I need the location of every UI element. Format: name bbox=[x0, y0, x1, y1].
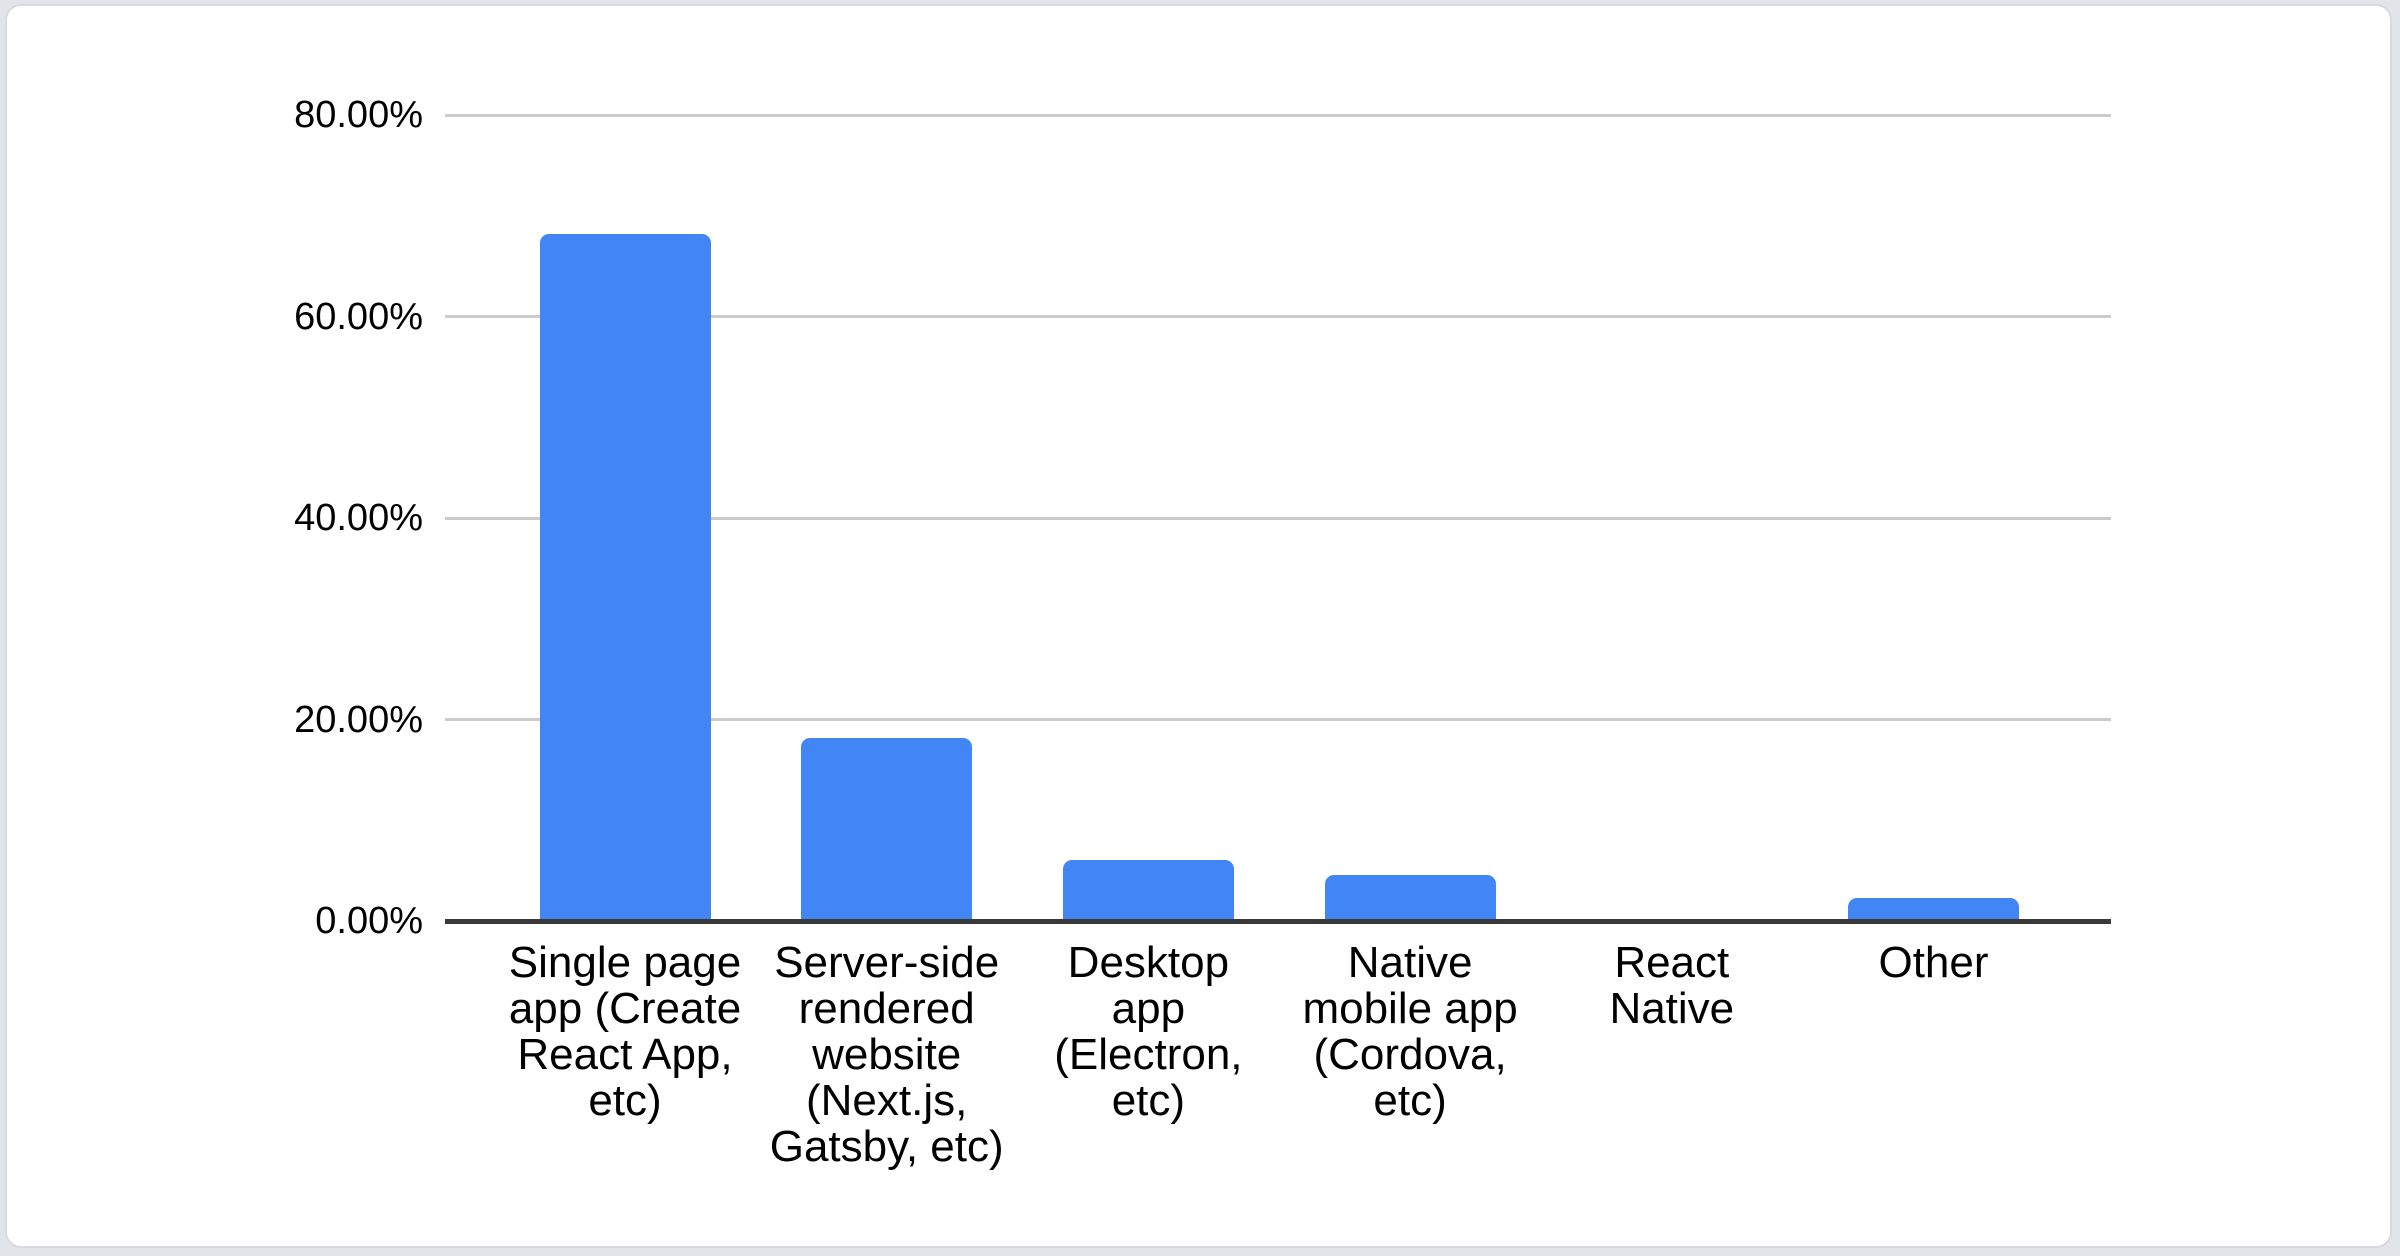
x-axis-category-label: Single page app (Create React App, etc) bbox=[508, 938, 742, 1125]
y-axis-tick-label: 0.00% bbox=[315, 900, 423, 942]
x-axis-category-label: Server-side rendered website (Next.js, G… bbox=[769, 938, 1004, 1171]
chart-card bbox=[5, 4, 2392, 1248]
x-axis-category-label: Native mobile app (Cordova, etc) bbox=[1302, 938, 1518, 1125]
bar-3[interactable] bbox=[1324, 874, 1496, 923]
x-axis-category-label: React Native bbox=[1609, 938, 1735, 1033]
bar-0[interactable] bbox=[539, 234, 711, 923]
gridline bbox=[445, 718, 2111, 722]
x-axis-baseline bbox=[445, 918, 2111, 924]
gridline bbox=[445, 516, 2111, 520]
bar-1[interactable] bbox=[801, 737, 973, 923]
y-axis-tick-label: 60.00% bbox=[294, 295, 423, 338]
y-axis-tick-label: 80.00% bbox=[294, 94, 423, 137]
y-axis-tick-label: 20.00% bbox=[294, 698, 423, 741]
x-axis-category-label: Desktop app (Electron, etc) bbox=[1054, 938, 1243, 1125]
y-axis-tick-label: 40.00% bbox=[294, 497, 423, 540]
gridline bbox=[445, 113, 2111, 117]
bar-2[interactable] bbox=[1062, 859, 1234, 923]
x-axis-category-label: Other bbox=[1878, 938, 1989, 987]
gridline bbox=[445, 315, 2111, 319]
